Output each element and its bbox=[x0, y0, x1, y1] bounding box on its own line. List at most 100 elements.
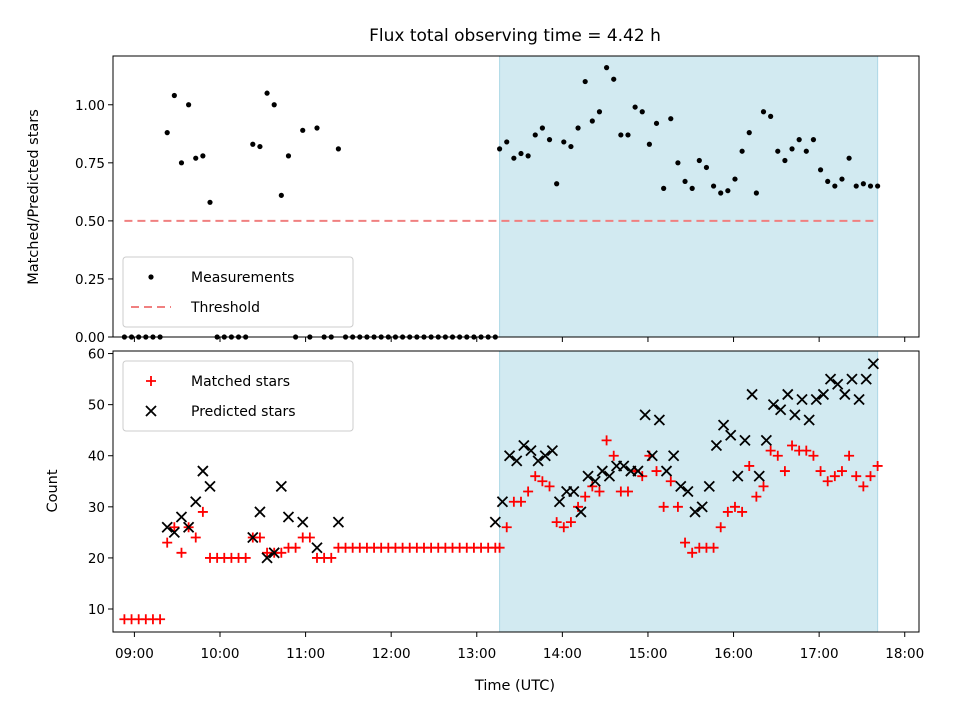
measurements-point bbox=[561, 139, 567, 145]
matched-stars-point bbox=[580, 491, 591, 502]
matched-stars-point bbox=[744, 460, 755, 471]
predicted-stars-point bbox=[717, 419, 730, 431]
predicted-stars-point bbox=[639, 409, 651, 421]
measurements-point bbox=[875, 183, 881, 189]
y-tick-label: 10 bbox=[88, 602, 105, 618]
measurements-point bbox=[632, 104, 638, 110]
measurements-point bbox=[603, 65, 610, 71]
predicted-stars-point bbox=[261, 552, 273, 564]
x-tick-label: 18:00 bbox=[885, 646, 924, 662]
predicted-stars-point bbox=[660, 465, 673, 477]
matched-stars-point bbox=[822, 476, 833, 487]
matched-stars-point bbox=[844, 450, 855, 461]
measurements-point bbox=[796, 137, 802, 143]
matched-stars-point bbox=[715, 522, 726, 533]
matched-stars-point bbox=[815, 466, 826, 477]
y-tick-label: 50 bbox=[88, 398, 105, 414]
predicted-stars-point bbox=[568, 485, 580, 498]
y-tick-label: 60 bbox=[88, 347, 105, 363]
matched-stars-point bbox=[779, 466, 790, 477]
matched-stars-point bbox=[601, 435, 612, 446]
measurements-point bbox=[860, 181, 866, 187]
measurements-point bbox=[525, 153, 531, 159]
predicted-stars-point bbox=[489, 516, 501, 528]
y-tick-label: 40 bbox=[88, 449, 105, 465]
matched-stars-point bbox=[658, 501, 669, 512]
x-axis-label: Time (UTC) bbox=[474, 678, 555, 694]
measurements-point bbox=[653, 120, 660, 126]
predicted-stars-point bbox=[675, 480, 687, 493]
measurements-point bbox=[675, 160, 681, 166]
matched-stars-point bbox=[304, 532, 315, 543]
measurements-point bbox=[661, 185, 667, 191]
predicted-stars-point bbox=[853, 393, 865, 406]
measurements-point bbox=[285, 153, 292, 159]
bottom-axes-frame bbox=[112, 350, 920, 633]
predicted-stars-point bbox=[782, 388, 794, 401]
predicted-stars-point bbox=[703, 480, 715, 493]
measurements-point bbox=[596, 109, 603, 115]
measurements-point bbox=[504, 139, 510, 145]
measurements-point bbox=[532, 132, 538, 138]
predicted-stars-point bbox=[161, 521, 173, 533]
y-tick-label: 20 bbox=[88, 551, 105, 567]
measurements-point bbox=[668, 116, 674, 122]
predicted-stars-point bbox=[575, 506, 587, 518]
legend-label: Matched stars bbox=[191, 374, 290, 390]
matched-stars-point bbox=[530, 471, 541, 482]
x-tick-label: 12:00 bbox=[372, 646, 411, 662]
predicted-stars-point bbox=[725, 429, 737, 441]
legend-label: Threshold bbox=[190, 300, 260, 316]
y-tick-label: 1.00 bbox=[75, 98, 105, 114]
predicted-stars-point bbox=[182, 521, 195, 533]
measurements-point bbox=[314, 125, 320, 131]
predicted-stars-point bbox=[682, 485, 694, 498]
predicted-stars-point bbox=[247, 531, 259, 544]
top-axes-frame bbox=[112, 55, 920, 338]
predicted-stars-point bbox=[197, 465, 209, 477]
measurements-point bbox=[193, 155, 199, 161]
predicted-stars-point bbox=[275, 480, 287, 493]
matched-stars-point bbox=[551, 517, 562, 528]
y-tick-label: 0.75 bbox=[75, 156, 105, 172]
legend-swatch bbox=[145, 405, 157, 417]
predicted-stars-point bbox=[753, 470, 765, 482]
matched-stars-point bbox=[501, 522, 512, 533]
predicted-stars-point bbox=[546, 444, 559, 457]
predicted-stars-point bbox=[589, 475, 601, 487]
x-tick-label: 16:00 bbox=[714, 646, 753, 662]
measurements-point bbox=[511, 155, 517, 161]
y-tick-label: 0.00 bbox=[75, 330, 105, 346]
measurements-point bbox=[200, 153, 206, 159]
matched-stars-point bbox=[162, 537, 173, 548]
measurements-point bbox=[618, 132, 624, 138]
matched-stars-point bbox=[622, 486, 633, 497]
measurements-point bbox=[753, 190, 759, 196]
measurements-point bbox=[839, 176, 845, 182]
measurements-point bbox=[639, 109, 645, 115]
predicted-stars-point bbox=[168, 526, 180, 539]
matched-stars-point bbox=[851, 471, 862, 482]
measurements-point bbox=[554, 181, 560, 187]
predicted-stars-point bbox=[774, 404, 787, 416]
predicted-stars-point bbox=[732, 470, 744, 482]
measurements-point bbox=[689, 185, 695, 191]
predicted-stars-point bbox=[710, 439, 723, 452]
measurements-point bbox=[575, 125, 581, 131]
measurements-point bbox=[257, 143, 263, 150]
top-y-axis-label: Matched/Predicted stars bbox=[26, 109, 42, 285]
measurements-point bbox=[817, 167, 824, 173]
predicted-stars-point bbox=[860, 373, 872, 385]
matched-stars-point bbox=[772, 450, 783, 461]
matched-stars-point bbox=[708, 542, 719, 553]
measurements-point bbox=[803, 148, 809, 154]
predicted-stars-point bbox=[846, 373, 858, 385]
measurements-point bbox=[335, 146, 341, 152]
measurements-point bbox=[775, 148, 781, 154]
legend-box bbox=[122, 360, 354, 432]
matched-stars-point bbox=[276, 547, 287, 558]
observing-window bbox=[499, 55, 879, 338]
observing-window-shading-top bbox=[499, 55, 879, 338]
measurements-point bbox=[846, 155, 852, 161]
measurements-point bbox=[739, 148, 745, 154]
